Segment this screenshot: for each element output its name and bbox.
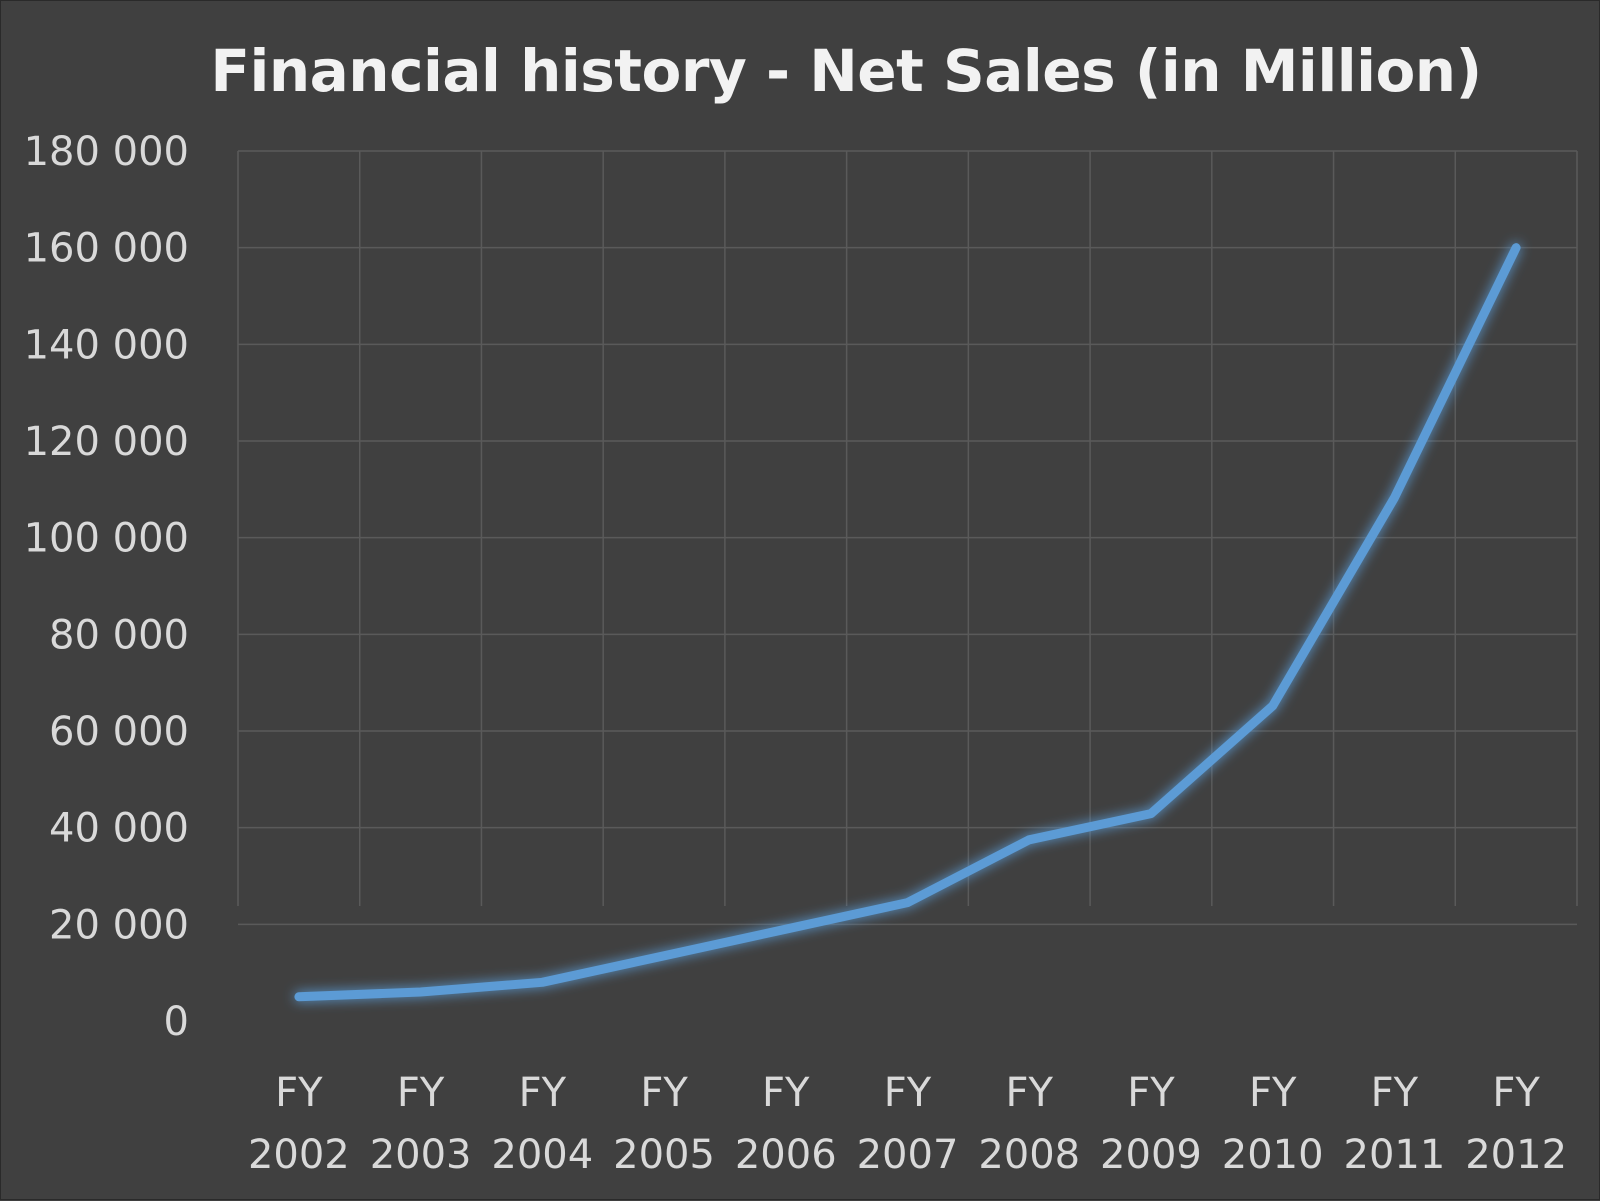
x-tick-label: FY 2005 [613, 1070, 715, 1178]
x-tick-label: FY 2002 [248, 1070, 350, 1178]
y-tick-label: 0 [164, 999, 189, 1045]
gridlines [237, 150, 1578, 926]
x-tick-label: FY 2006 [735, 1070, 837, 1178]
x-tick-label: FY 2009 [1100, 1070, 1202, 1178]
series-line [294, 243, 1521, 1002]
y-tick-label: 140 000 [24, 322, 189, 368]
x-tick-label: FY 2012 [1465, 1070, 1567, 1178]
y-tick-label: 20 000 [49, 902, 189, 948]
x-tick-label: FY 2010 [1222, 1070, 1324, 1178]
x-tick-label: FY 2008 [978, 1070, 1080, 1178]
y-tick-label: 160 000 [24, 226, 189, 272]
x-tick-label: FY 2007 [857, 1070, 959, 1178]
y-tick-label: 120 000 [24, 419, 189, 465]
x-tick-label: FY 2004 [491, 1070, 593, 1178]
y-tick-label: 80 000 [49, 612, 189, 658]
chart-title: Financial history - Net Sales (in Millio… [210, 37, 1482, 105]
y-axis-tick-labels: 0 20 000 40 000 60 000 80 000 100 000 120 000 1… [24, 129, 189, 1045]
y-tick-label: 100 000 [24, 516, 189, 562]
y-tick-label: 180 000 [24, 129, 189, 175]
y-tick-label: 60 000 [49, 709, 189, 755]
x-tick-label: FY 2011 [1344, 1070, 1446, 1178]
series-lines [294, 243, 1521, 1002]
y-tick-label: 40 000 [49, 806, 189, 852]
x-tick-label: FY 2003 [370, 1070, 472, 1178]
